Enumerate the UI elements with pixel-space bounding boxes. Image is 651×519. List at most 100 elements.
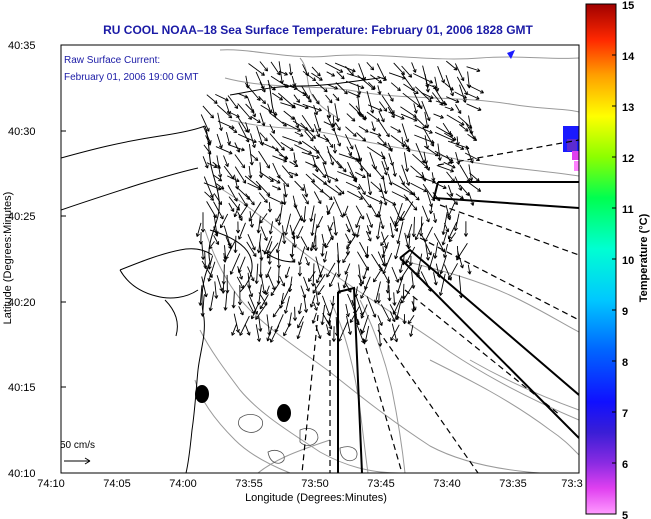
current-vector xyxy=(202,105,215,119)
current-vector xyxy=(202,156,209,169)
current-vector xyxy=(425,244,430,261)
current-vector xyxy=(216,133,223,149)
colorbar-tick: 6 xyxy=(622,459,628,471)
x-tick: 73:55 xyxy=(235,478,263,490)
current-vector xyxy=(315,256,323,278)
current-vector xyxy=(247,301,255,315)
colorbar-tick: 8 xyxy=(622,357,628,369)
current-vector xyxy=(415,143,426,164)
current-vector xyxy=(282,121,302,132)
current-vector xyxy=(412,193,420,201)
current-vector xyxy=(300,236,310,251)
current-vector xyxy=(345,223,351,233)
current-vector xyxy=(267,202,273,213)
current-vector xyxy=(421,171,427,182)
current-vector xyxy=(250,302,260,320)
current-vector xyxy=(237,284,243,306)
current-vector xyxy=(256,216,261,234)
current-vector xyxy=(302,91,312,103)
current-vector xyxy=(206,162,218,169)
current-vector xyxy=(346,315,352,335)
current-vector xyxy=(389,216,399,232)
current-vector xyxy=(301,193,309,205)
current-vector xyxy=(302,70,317,82)
current-vector xyxy=(455,151,461,165)
current-vector xyxy=(333,216,338,236)
current-vector xyxy=(346,215,356,237)
current-vector xyxy=(231,323,238,336)
x-tick: 73:40 xyxy=(433,478,461,490)
current-vector xyxy=(411,216,416,238)
colorbar-label: Temperature (°C) xyxy=(638,213,650,302)
current-vector xyxy=(437,143,442,161)
current-vector xyxy=(227,95,239,110)
current-vector xyxy=(411,62,417,73)
current-vector xyxy=(264,285,270,296)
current-vector xyxy=(332,93,340,102)
current-vector xyxy=(446,60,458,71)
current-vector xyxy=(379,183,388,206)
current-vector xyxy=(328,272,337,288)
current-vector xyxy=(356,112,367,120)
current-vector xyxy=(377,315,383,326)
current-vector xyxy=(366,225,372,235)
current-vector xyxy=(237,92,249,99)
current-vector xyxy=(347,190,364,200)
current-vector xyxy=(365,246,370,259)
current-vector xyxy=(272,92,283,101)
x-tick: 74:05 xyxy=(103,478,131,490)
current-vector xyxy=(401,136,406,148)
current-vector xyxy=(421,205,430,223)
current-vector xyxy=(309,295,316,308)
colorbar-tick: 7 xyxy=(622,408,628,420)
current-vector xyxy=(320,245,325,257)
current-vector xyxy=(401,65,413,78)
current-vector xyxy=(249,153,259,162)
current-vector xyxy=(379,121,390,138)
current-vectors xyxy=(195,60,484,347)
current-vector xyxy=(279,292,284,309)
current-vector xyxy=(402,314,407,325)
current-vector xyxy=(401,123,410,143)
current-vector xyxy=(255,302,268,320)
colorbar-tick: 10 xyxy=(622,255,634,267)
coastline xyxy=(61,77,381,473)
current-vector xyxy=(439,255,447,275)
current-vector xyxy=(328,222,334,232)
current-vector xyxy=(228,126,238,134)
current-vector xyxy=(380,304,391,322)
current-vector xyxy=(409,324,414,337)
current-vector xyxy=(315,265,325,284)
current-vector xyxy=(326,115,336,132)
current-vector xyxy=(370,74,383,84)
current-vector xyxy=(377,85,382,95)
current-vector xyxy=(303,276,310,292)
current-vector xyxy=(213,235,220,245)
current-vector xyxy=(225,240,236,260)
current-vector xyxy=(431,92,444,106)
current-vector xyxy=(236,276,245,290)
current-vector xyxy=(325,324,331,336)
current-vector xyxy=(335,122,341,131)
y-tick: 40:30 xyxy=(8,126,36,138)
current-vector xyxy=(357,84,362,95)
current-vector xyxy=(382,175,388,195)
current-vector xyxy=(376,293,381,304)
current-vector xyxy=(322,191,333,201)
current-vector xyxy=(250,116,261,124)
current-vector xyxy=(369,152,377,170)
current-vector xyxy=(244,324,251,336)
current-vector xyxy=(456,242,468,261)
current-vector xyxy=(277,204,283,226)
current-vector xyxy=(377,251,386,267)
current-vector xyxy=(441,212,448,235)
current-vector xyxy=(305,161,317,168)
current-vector xyxy=(238,306,244,316)
current-vector xyxy=(357,161,372,178)
current-vector xyxy=(466,66,481,73)
current-vector xyxy=(366,61,375,71)
current-vector xyxy=(355,215,362,229)
current-vector xyxy=(367,104,383,112)
current-vector xyxy=(429,204,434,215)
current-vector xyxy=(223,292,228,311)
